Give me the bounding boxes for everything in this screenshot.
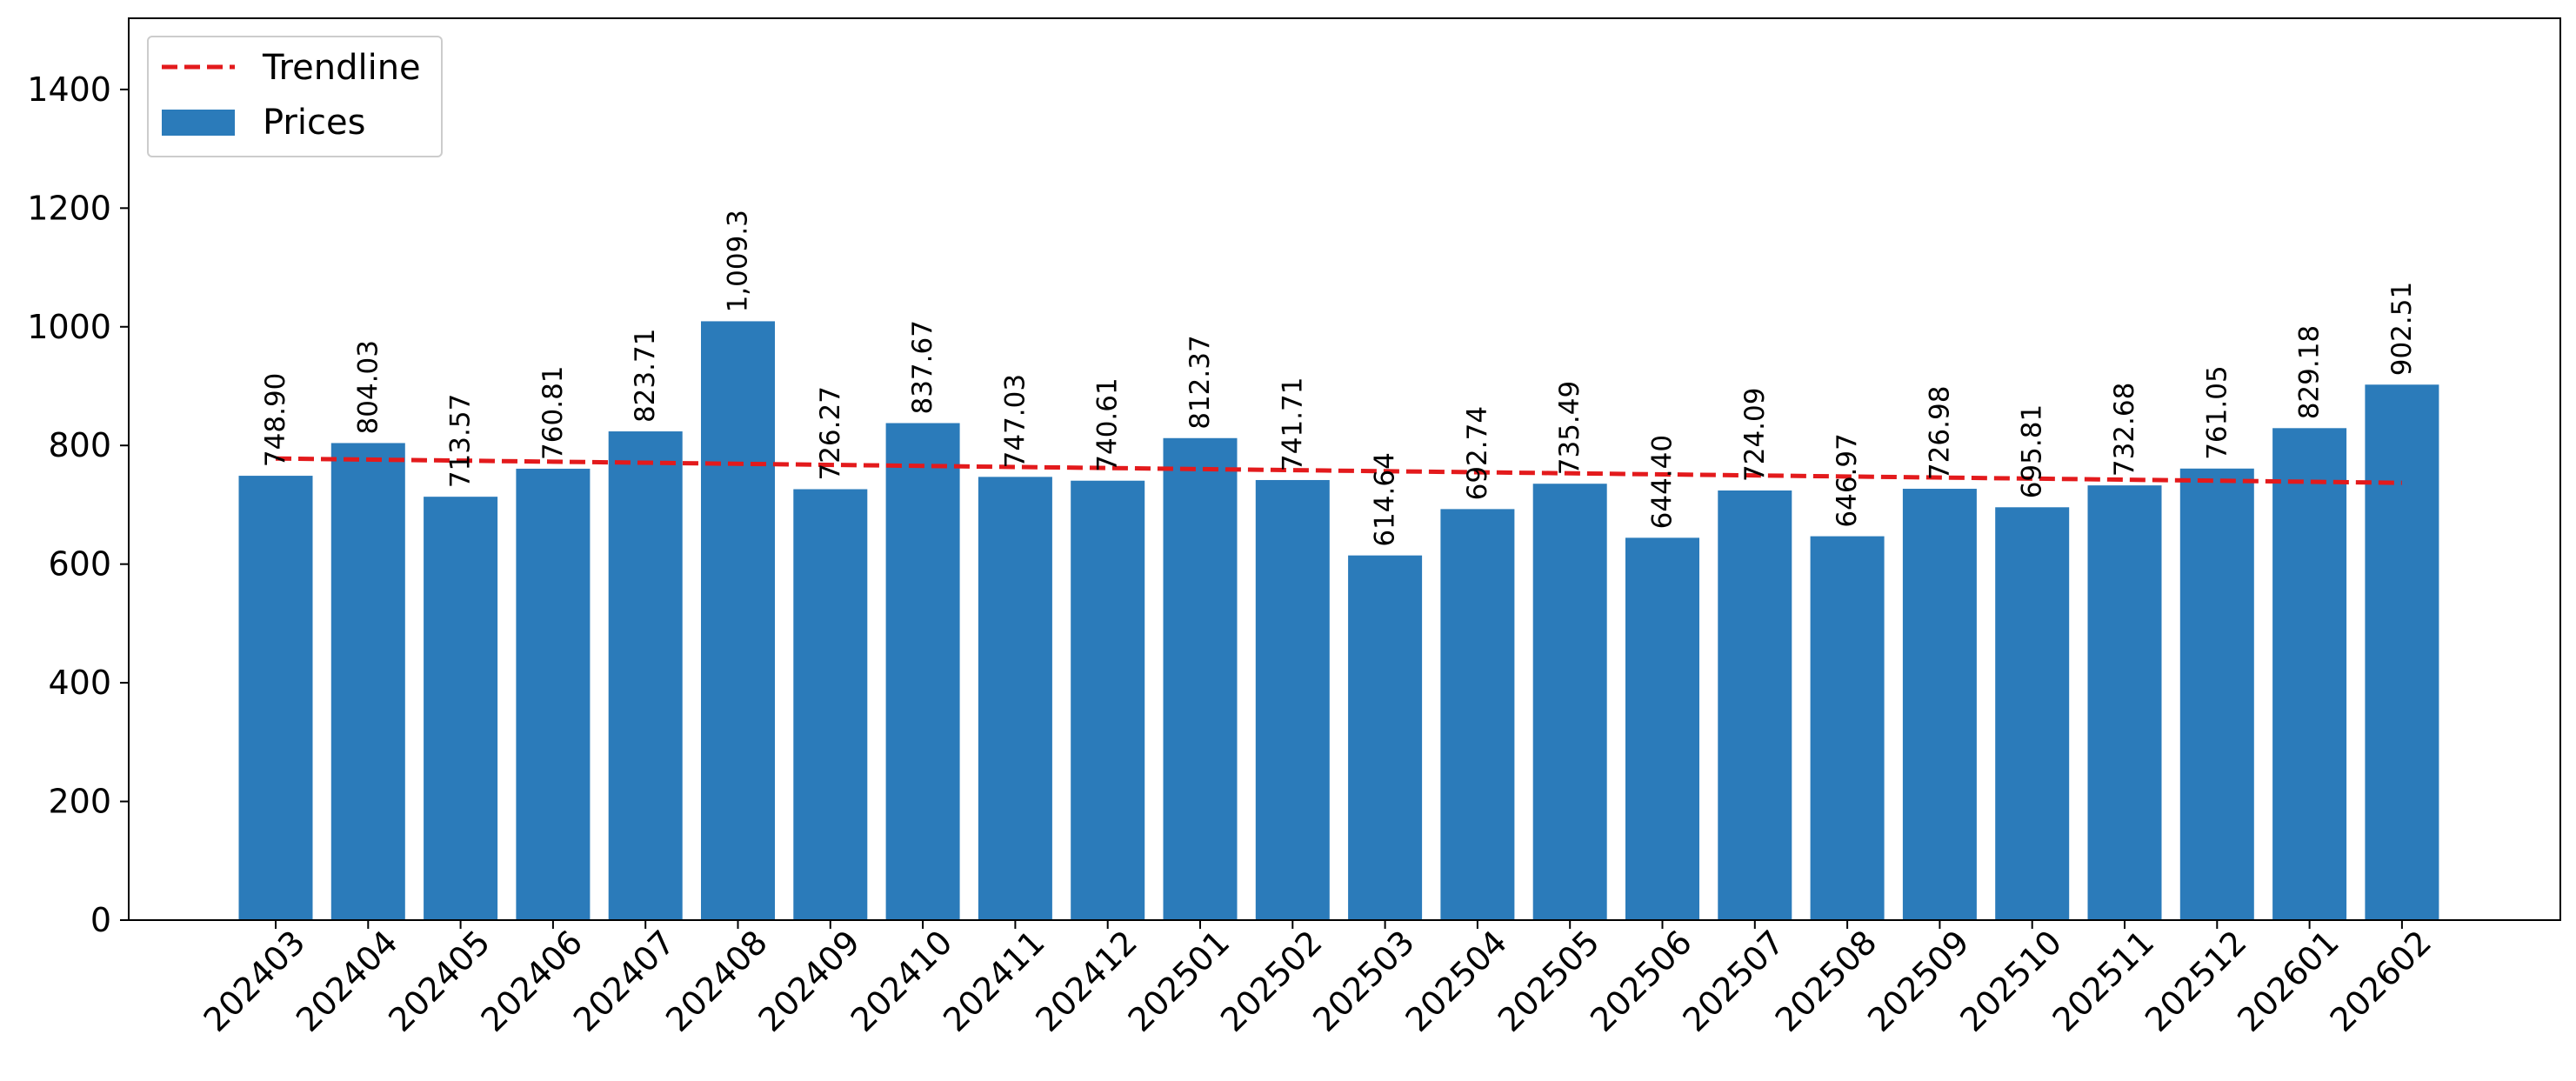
bar-202502: [1255, 479, 1330, 920]
x-tick-label-202502: 202502: [1213, 923, 1330, 1039]
y-axis: 0 200 400 600 800 1000 1200 1400: [27, 70, 129, 939]
bar-value-label-202503: 614.64: [1370, 452, 1401, 546]
x-tick-label-202503: 202503: [1305, 923, 1422, 1039]
bar-202405: [424, 497, 498, 920]
trendline-layer: [275, 456, 2402, 485]
bar-value-label-202512: 761.05: [2201, 365, 2232, 459]
bar-value-label-202403: 748.90: [260, 373, 291, 467]
bar-202510: [1995, 507, 2070, 920]
bar-202511: [2087, 485, 2162, 920]
x-tick-label-202412: 202412: [1028, 923, 1145, 1039]
bar-202407: [608, 431, 683, 921]
bar-202509: [1902, 489, 1977, 920]
x-tick-label-202511: 202511: [2045, 923, 2162, 1039]
bar-value-label-202511: 732.68: [2109, 383, 2140, 477]
plot-frame: [128, 17, 2561, 921]
bar-202602: [2365, 384, 2439, 920]
x-tick-label-202405: 202405: [381, 923, 497, 1039]
bar-202506: [1625, 537, 1699, 920]
bar-202508: [1810, 536, 1885, 920]
x-tick-label-202602: 202602: [2323, 923, 2439, 1039]
bar-labels-layer: 748.90 804.03 713.57 760.81 823.71 1,009.3 726…: [260, 210, 2418, 547]
bar-202503: [1348, 555, 1423, 920]
x-tick-label-202505: 202505: [1491, 923, 1607, 1039]
bar-202504: [1440, 509, 1515, 920]
bar-value-label-202410: 837.67: [907, 320, 938, 414]
bar-202410: [885, 423, 960, 921]
bar-value-label-202506: 644.40: [1647, 435, 1678, 529]
bar-value-label-202501: 812.37: [1185, 335, 1216, 429]
x-tick-label-202409: 202409: [751, 923, 867, 1039]
x-tick-label-202601: 202601: [2230, 923, 2346, 1039]
x-tick-label-202508: 202508: [1768, 923, 1885, 1039]
bars-layer: [238, 321, 2439, 921]
bar-value-label-202601: 829.18: [2294, 325, 2326, 419]
bar-value-label-202508: 646.97: [1832, 433, 1863, 527]
legend-trendline-label: Trendline: [262, 48, 421, 88]
x-tick-label-202507: 202507: [1675, 923, 1792, 1039]
bar-202404: [330, 443, 405, 920]
bar-value-label-202602: 902.51: [2386, 282, 2418, 376]
bar-202409: [793, 489, 868, 920]
x-tick-label-202411: 202411: [936, 923, 1052, 1039]
x-tick-label-202506: 202506: [1583, 923, 1699, 1039]
x-tick-label-202404: 202404: [289, 923, 405, 1039]
bar-value-label-202409: 726.27: [815, 386, 846, 480]
legend-prices-label: Prices: [263, 103, 365, 143]
x-axis: 2024032024042024052024062024072024082024…: [197, 920, 2439, 1039]
bar-value-label-202405: 713.57: [445, 394, 477, 488]
x-tick-label-202512: 202512: [2138, 923, 2254, 1039]
bar-202601: [2272, 428, 2347, 920]
y-tick-label: 400: [48, 664, 111, 702]
bar-value-label-202406: 760.81: [537, 365, 569, 459]
x-tick-label-202510: 202510: [1952, 923, 2069, 1039]
bar-value-label-202505: 735.49: [1554, 381, 1585, 475]
y-tick-label: 1400: [27, 70, 111, 109]
bar-202411: [978, 477, 1052, 920]
y-tick-label: 800: [48, 426, 111, 464]
bar-202501: [1163, 437, 1238, 921]
x-tick-label-202410: 202410: [844, 923, 960, 1039]
bar-value-label-202510: 695.81: [2017, 404, 2048, 498]
bar-value-label-202408: 1,009.3: [723, 210, 754, 312]
bar-value-label-202411: 747.03: [999, 374, 1031, 468]
y-tick-label: 1000: [27, 308, 111, 346]
bar-value-label-202504: 692.74: [1462, 406, 1493, 500]
y-tick-label: 200: [48, 783, 111, 821]
bar-202403: [238, 476, 313, 920]
x-tick-label-202408: 202408: [658, 923, 775, 1039]
bar-202512: [2179, 468, 2254, 920]
x-tick-label-202504: 202504: [1398, 923, 1515, 1039]
bar-value-label-202502: 741.71: [1277, 377, 1308, 470]
bar-value-label-202507: 724.09: [1739, 388, 1771, 482]
x-tick-label-202403: 202403: [197, 923, 313, 1039]
y-tick-label: 1200: [27, 189, 111, 227]
y-tick-label: 0: [90, 901, 111, 939]
x-tick-label-202501: 202501: [1121, 923, 1238, 1039]
bar-202412: [1071, 480, 1145, 920]
x-tick-label-202406: 202406: [474, 923, 591, 1039]
bar-value-label-202412: 740.61: [1092, 377, 1124, 471]
x-tick-label-202509: 202509: [1860, 923, 1977, 1039]
legend: Trendline Prices: [147, 36, 443, 157]
legend-prices-swatch: [162, 110, 235, 136]
bar-202408: [701, 321, 775, 921]
bar-value-label-202509: 726.98: [1924, 386, 1955, 480]
bar-value-label-202404: 804.03: [352, 340, 384, 434]
bar-202406: [516, 468, 591, 920]
trendline: [275, 456, 2402, 485]
bar-202507: [1718, 490, 1792, 920]
bar-202505: [1532, 484, 1607, 920]
y-tick-label: 600: [48, 545, 111, 584]
bar-value-label-202407: 823.71: [630, 329, 661, 423]
x-tick-label-202407: 202407: [566, 923, 683, 1039]
